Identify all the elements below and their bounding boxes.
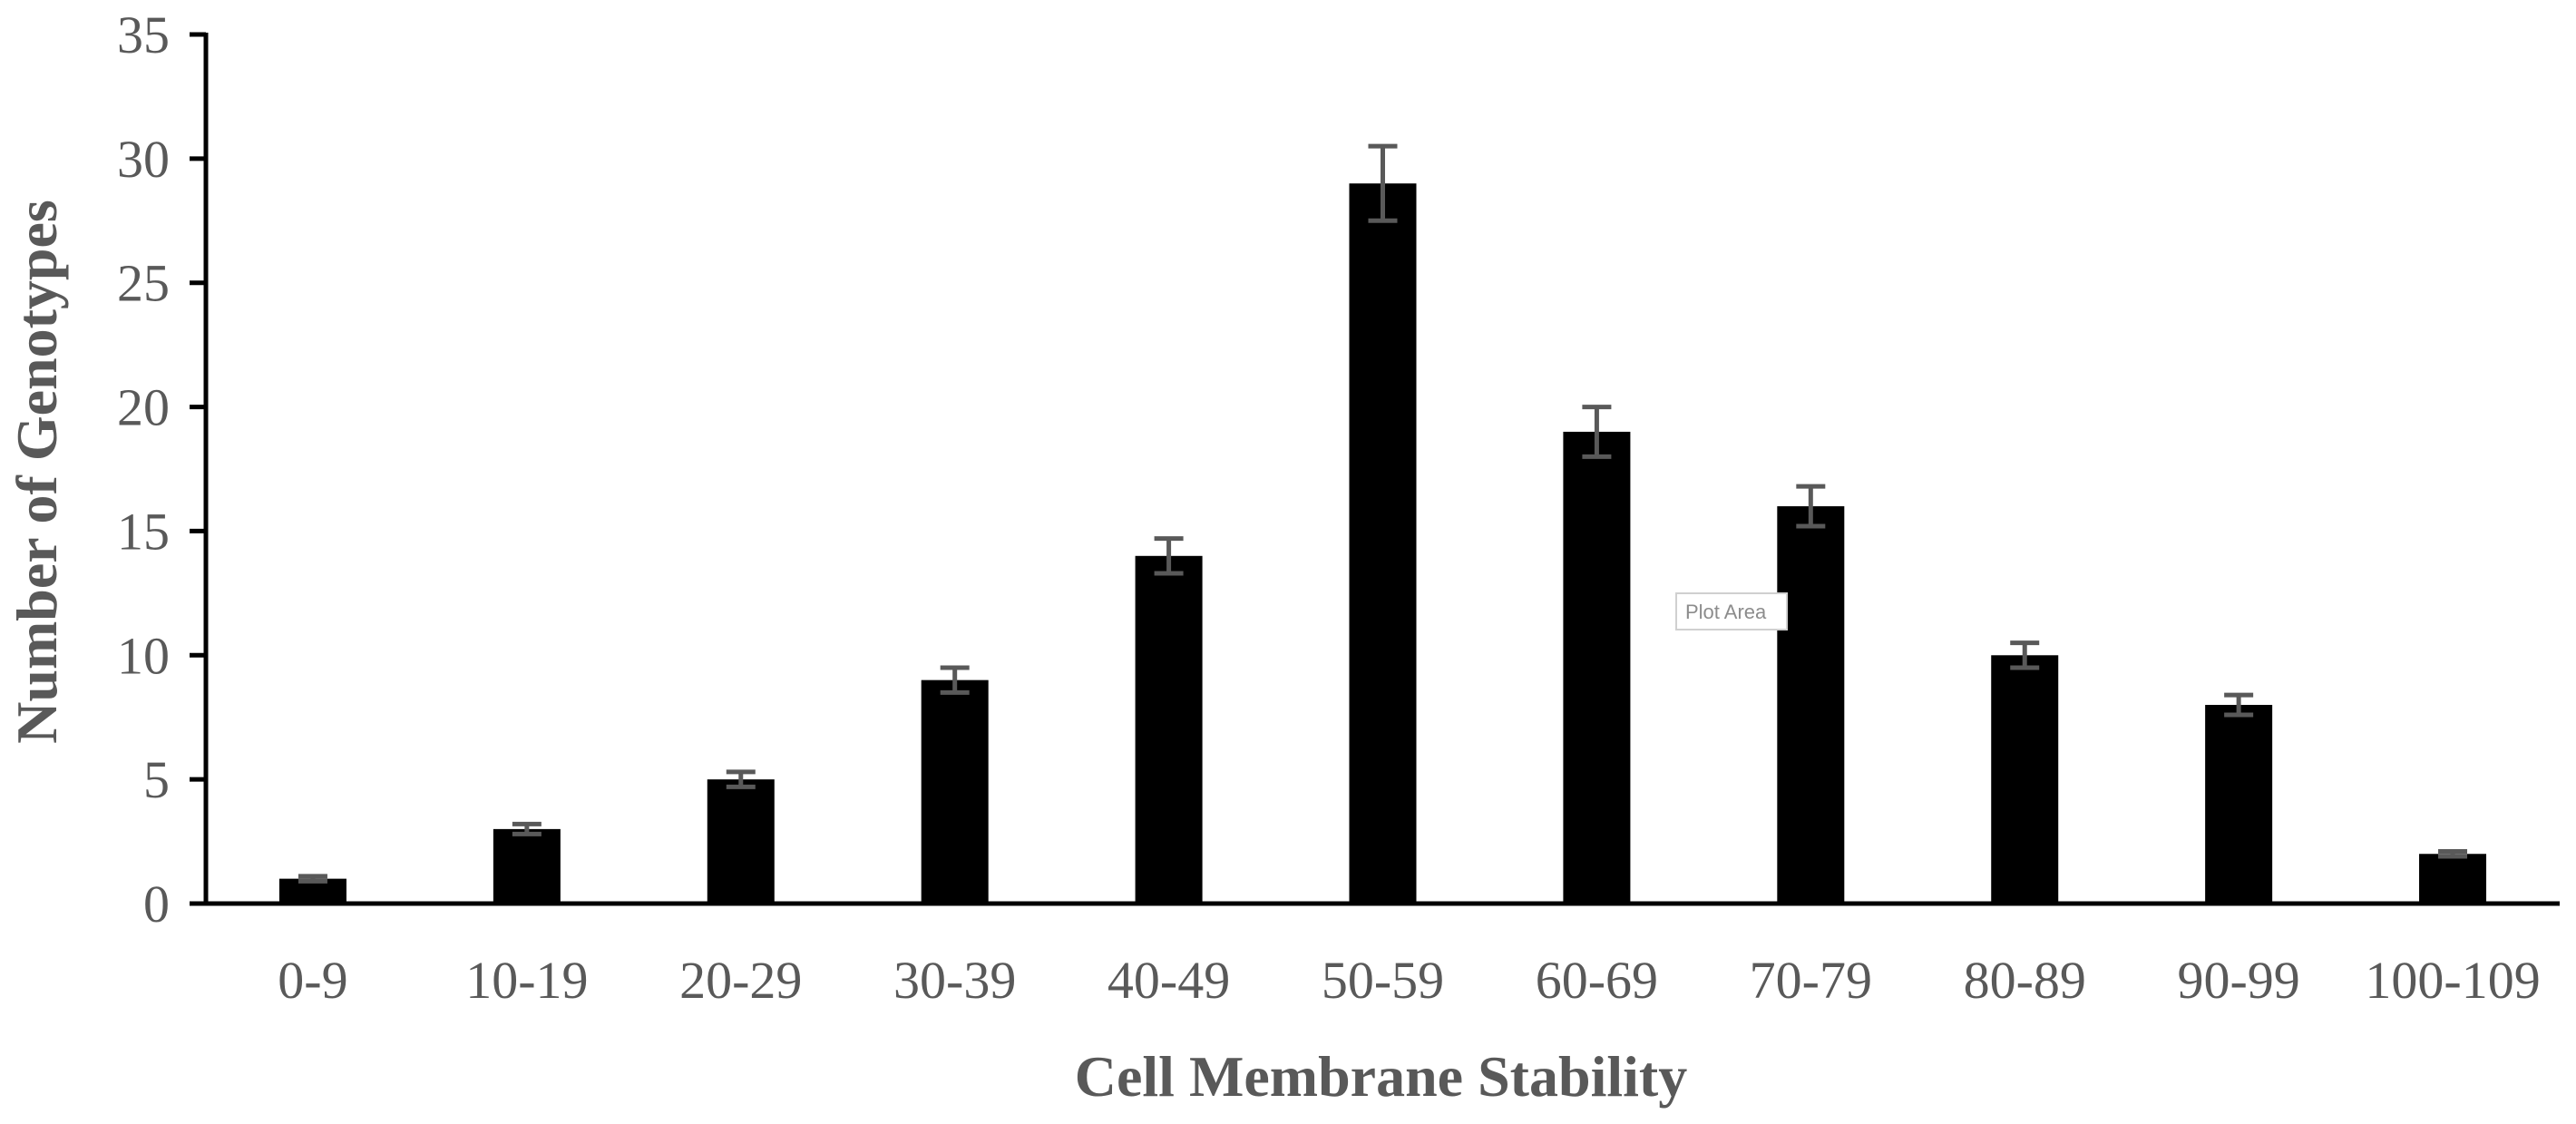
bar <box>493 828 561 904</box>
bar <box>1135 555 1203 904</box>
error-bar <box>726 769 756 789</box>
plot-area-tooltip-box <box>1675 592 1788 630</box>
y-axis-title: Number of Genotypes <box>5 200 69 744</box>
x-tick-label: 0-9 <box>278 951 347 1010</box>
y-tick-label: 10 <box>117 626 170 685</box>
x-tick-label: 100-109 <box>2365 951 2540 1010</box>
bar <box>707 779 775 904</box>
bar <box>1349 183 1417 904</box>
y-tick-label: 0 <box>143 875 170 933</box>
error-bar <box>1154 536 1184 576</box>
y-tick-label: 35 <box>117 5 170 64</box>
plot-area-tooltip: Plot Area <box>1675 592 1788 630</box>
x-tick-label: 50-59 <box>1322 951 1444 1010</box>
error-bar <box>1582 405 1612 459</box>
y-tick-label: 20 <box>117 378 170 437</box>
plot-area-tooltip-label: Plot Area <box>1685 601 1767 623</box>
error-bar <box>2224 692 2254 718</box>
error-bars <box>298 143 2468 884</box>
bar <box>2205 705 2273 904</box>
bar <box>2419 854 2487 904</box>
x-tick-label: 60-69 <box>1536 951 1658 1010</box>
error-bar <box>298 874 327 884</box>
x-tick-label: 30-39 <box>893 951 1016 1010</box>
bars <box>278 183 2487 904</box>
y-tick-label: 30 <box>117 130 170 189</box>
x-axis-tick-labels: 0-9 10-19 20-29 30-39 40-49 50-59 60-69 70-79 80… <box>278 951 2540 1010</box>
error-bar <box>1796 484 1826 529</box>
x-tick-label: 80-89 <box>1964 951 2086 1010</box>
y-tick-label: 15 <box>117 502 170 561</box>
x-tick-label: 10-19 <box>465 951 588 1010</box>
x-tick-label: 70-79 <box>1750 951 1872 1010</box>
x-axis-title: Cell Membrane Stability <box>1075 1044 1687 1109</box>
bar <box>921 679 989 904</box>
bar <box>1563 431 1631 904</box>
error-bar <box>1368 143 1398 223</box>
y-axis-ticks <box>190 32 206 906</box>
y-axis-tick-labels: 0 5 10 15 20 25 30 35 <box>117 5 170 933</box>
x-tick-label: 20-29 <box>679 951 802 1010</box>
x-tick-label: 40-49 <box>1107 951 1230 1010</box>
y-tick-label: 5 <box>143 750 170 809</box>
x-tick-label: 90-99 <box>2177 951 2299 1010</box>
error-bar <box>2438 849 2468 859</box>
bar <box>1991 655 2059 904</box>
bar <box>1777 506 1845 904</box>
error-bar <box>2010 640 2040 670</box>
error-bar <box>512 821 542 836</box>
error-bar <box>940 665 970 695</box>
y-tick-label: 25 <box>117 254 170 313</box>
